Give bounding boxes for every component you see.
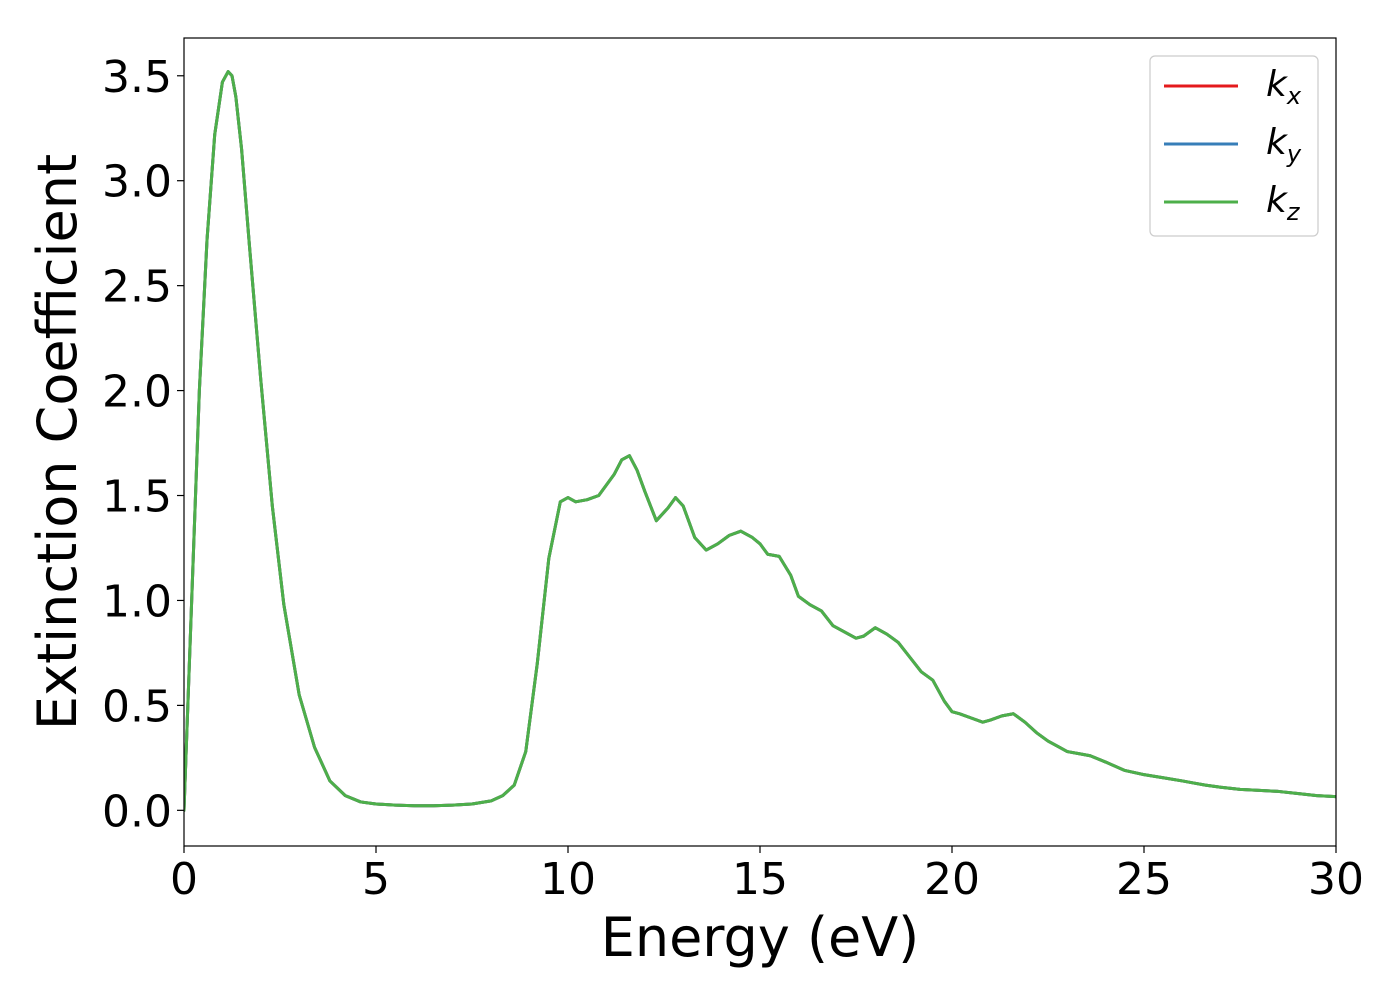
- y-axis-label: Extinction Coefficient: [26, 154, 89, 730]
- legend-label-kz: kz: [1266, 180, 1301, 226]
- series-line-kz: [184, 70, 1336, 812]
- y-tick-label: 1.0: [102, 576, 172, 627]
- x-axis-ticks: 0 5 10 15 20 25 30: [170, 846, 1364, 905]
- x-tick-label: 5: [362, 854, 390, 905]
- y-axis-ticks: 0.0 0.5 1.0 1.5 2.0 2.5 3.0 3.5: [102, 52, 184, 837]
- x-tick-label: 15: [732, 854, 788, 905]
- legend-box: [1149, 55, 1319, 237]
- y-tick-label: 1.5: [102, 472, 172, 523]
- y-tick-label: 0.0: [102, 786, 172, 837]
- legend-label-kx: kx: [1266, 64, 1302, 110]
- x-tick-label: 25: [1116, 854, 1172, 905]
- y-tick-label: 2.5: [102, 262, 172, 313]
- y-tick-label: 0.5: [102, 681, 172, 732]
- x-tick-label: 30: [1308, 854, 1364, 905]
- x-axis-label: Energy (eV): [601, 906, 920, 969]
- y-tick-label: 2.0: [102, 367, 172, 418]
- legend: kx ky kz: [1149, 55, 1319, 237]
- y-tick-label: 3.5: [102, 52, 172, 103]
- legend-label-ky: ky: [1266, 122, 1302, 168]
- y-tick-label: 3.0: [102, 157, 172, 208]
- series-layer: [184, 70, 1336, 812]
- x-tick-label: 20: [924, 854, 980, 905]
- x-tick-label: 10: [540, 854, 596, 905]
- x-tick-label: 0: [170, 854, 198, 905]
